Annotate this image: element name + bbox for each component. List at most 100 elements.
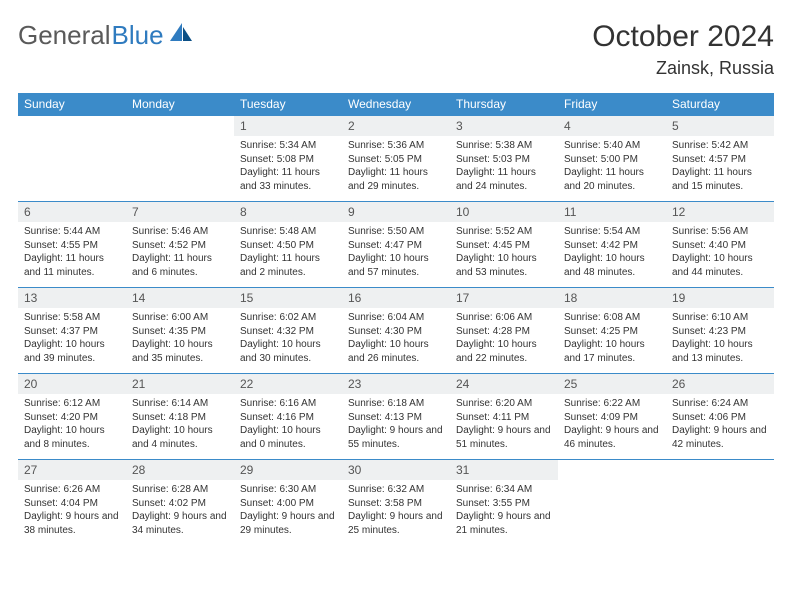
day-body: Sunrise: 5:46 AMSunset: 4:52 PMDaylight:… [126, 222, 234, 287]
sunset-line: Sunset: 4:42 PM [564, 239, 660, 253]
day-number: 29 [234, 460, 342, 480]
calendar-cell: 24Sunrise: 6:20 AMSunset: 4:11 PMDayligh… [450, 374, 558, 460]
sunrise-line: Sunrise: 6:24 AM [672, 397, 768, 411]
day-header: Saturday [666, 93, 774, 116]
day-number: 11 [558, 202, 666, 222]
calendar-week: 13Sunrise: 5:58 AMSunset: 4:37 PMDayligh… [18, 288, 774, 374]
calendar-cell: 22Sunrise: 6:16 AMSunset: 4:16 PMDayligh… [234, 374, 342, 460]
daylight-line: Daylight: 9 hours and 55 minutes. [348, 424, 444, 451]
calendar-cell: 15Sunrise: 6:02 AMSunset: 4:32 PMDayligh… [234, 288, 342, 374]
sunrise-line: Sunrise: 6:06 AM [456, 311, 552, 325]
sunset-line: Sunset: 4:47 PM [348, 239, 444, 253]
daylight-line: Daylight: 9 hours and 42 minutes. [672, 424, 768, 451]
brand-logo: GeneralBlue [18, 20, 194, 51]
sunset-line: Sunset: 5:00 PM [564, 153, 660, 167]
header: GeneralBlue October 2024 Zainsk, Russia [18, 20, 774, 79]
calendar-cell: 31Sunrise: 6:34 AMSunset: 3:55 PMDayligh… [450, 460, 558, 546]
calendar-cell [558, 460, 666, 546]
sunrise-line: Sunrise: 6:04 AM [348, 311, 444, 325]
day-number: 20 [18, 374, 126, 394]
calendar-body: 1Sunrise: 5:34 AMSunset: 5:08 PMDaylight… [18, 116, 774, 546]
day-number: 7 [126, 202, 234, 222]
calendar-cell: 4Sunrise: 5:40 AMSunset: 5:00 PMDaylight… [558, 116, 666, 202]
calendar-cell: 6Sunrise: 5:44 AMSunset: 4:55 PMDaylight… [18, 202, 126, 288]
daylight-line: Daylight: 9 hours and 25 minutes. [348, 510, 444, 537]
day-number: 31 [450, 460, 558, 480]
sunset-line: Sunset: 4:02 PM [132, 497, 228, 511]
day-number [666, 460, 774, 480]
sunset-line: Sunset: 4:23 PM [672, 325, 768, 339]
day-number: 22 [234, 374, 342, 394]
brand-part2: Blue [112, 20, 164, 51]
calendar-cell: 11Sunrise: 5:54 AMSunset: 4:42 PMDayligh… [558, 202, 666, 288]
day-number: 17 [450, 288, 558, 308]
day-number: 24 [450, 374, 558, 394]
daylight-line: Daylight: 11 hours and 24 minutes. [456, 166, 552, 193]
calendar-cell: 21Sunrise: 6:14 AMSunset: 4:18 PMDayligh… [126, 374, 234, 460]
daylight-line: Daylight: 10 hours and 22 minutes. [456, 338, 552, 365]
day-header: Monday [126, 93, 234, 116]
sunset-line: Sunset: 4:55 PM [24, 239, 120, 253]
sunset-line: Sunset: 4:37 PM [24, 325, 120, 339]
day-body [18, 136, 126, 196]
daylight-line: Daylight: 9 hours and 21 minutes. [456, 510, 552, 537]
location: Zainsk, Russia [592, 58, 774, 79]
calendar-header-row: SundayMondayTuesdayWednesdayThursdayFrid… [18, 93, 774, 116]
sunrise-line: Sunrise: 6:10 AM [672, 311, 768, 325]
day-body [666, 480, 774, 540]
sunset-line: Sunset: 5:03 PM [456, 153, 552, 167]
day-body: Sunrise: 5:58 AMSunset: 4:37 PMDaylight:… [18, 308, 126, 373]
sunset-line: Sunset: 4:40 PM [672, 239, 768, 253]
calendar-cell: 26Sunrise: 6:24 AMSunset: 4:06 PMDayligh… [666, 374, 774, 460]
sunrise-line: Sunrise: 5:48 AM [240, 225, 336, 239]
calendar-cell: 14Sunrise: 6:00 AMSunset: 4:35 PMDayligh… [126, 288, 234, 374]
sunrise-line: Sunrise: 5:34 AM [240, 139, 336, 153]
sunrise-line: Sunrise: 6:00 AM [132, 311, 228, 325]
day-number: 9 [342, 202, 450, 222]
daylight-line: Daylight: 11 hours and 2 minutes. [240, 252, 336, 279]
day-body: Sunrise: 5:52 AMSunset: 4:45 PMDaylight:… [450, 222, 558, 287]
day-body: Sunrise: 5:56 AMSunset: 4:40 PMDaylight:… [666, 222, 774, 287]
day-body: Sunrise: 6:18 AMSunset: 4:13 PMDaylight:… [342, 394, 450, 459]
day-number [558, 460, 666, 480]
sunrise-line: Sunrise: 5:50 AM [348, 225, 444, 239]
daylight-line: Daylight: 10 hours and 26 minutes. [348, 338, 444, 365]
sunrise-line: Sunrise: 6:34 AM [456, 483, 552, 497]
calendar-cell: 19Sunrise: 6:10 AMSunset: 4:23 PMDayligh… [666, 288, 774, 374]
daylight-line: Daylight: 9 hours and 34 minutes. [132, 510, 228, 537]
day-body: Sunrise: 6:26 AMSunset: 4:04 PMDaylight:… [18, 480, 126, 545]
daylight-line: Daylight: 10 hours and 39 minutes. [24, 338, 120, 365]
calendar-cell: 16Sunrise: 6:04 AMSunset: 4:30 PMDayligh… [342, 288, 450, 374]
title-block: October 2024 Zainsk, Russia [592, 20, 774, 79]
calendar-cell: 17Sunrise: 6:06 AMSunset: 4:28 PMDayligh… [450, 288, 558, 374]
calendar-cell: 29Sunrise: 6:30 AMSunset: 4:00 PMDayligh… [234, 460, 342, 546]
daylight-line: Daylight: 10 hours and 44 minutes. [672, 252, 768, 279]
calendar-cell: 5Sunrise: 5:42 AMSunset: 4:57 PMDaylight… [666, 116, 774, 202]
calendar-cell: 18Sunrise: 6:08 AMSunset: 4:25 PMDayligh… [558, 288, 666, 374]
day-body: Sunrise: 5:34 AMSunset: 5:08 PMDaylight:… [234, 136, 342, 201]
day-body: Sunrise: 6:12 AMSunset: 4:20 PMDaylight:… [18, 394, 126, 459]
daylight-line: Daylight: 9 hours and 51 minutes. [456, 424, 552, 451]
day-body [558, 480, 666, 540]
day-number: 14 [126, 288, 234, 308]
calendar-cell: 20Sunrise: 6:12 AMSunset: 4:20 PMDayligh… [18, 374, 126, 460]
day-body: Sunrise: 6:24 AMSunset: 4:06 PMDaylight:… [666, 394, 774, 459]
day-number: 21 [126, 374, 234, 394]
day-body [126, 136, 234, 196]
daylight-line: Daylight: 11 hours and 29 minutes. [348, 166, 444, 193]
day-header: Tuesday [234, 93, 342, 116]
sunrise-line: Sunrise: 6:26 AM [24, 483, 120, 497]
daylight-line: Daylight: 10 hours and 48 minutes. [564, 252, 660, 279]
day-body: Sunrise: 6:32 AMSunset: 3:58 PMDaylight:… [342, 480, 450, 545]
calendar-week: 20Sunrise: 6:12 AMSunset: 4:20 PMDayligh… [18, 374, 774, 460]
calendar-cell: 12Sunrise: 5:56 AMSunset: 4:40 PMDayligh… [666, 202, 774, 288]
day-body: Sunrise: 5:50 AMSunset: 4:47 PMDaylight:… [342, 222, 450, 287]
daylight-line: Daylight: 10 hours and 57 minutes. [348, 252, 444, 279]
sunrise-line: Sunrise: 6:14 AM [132, 397, 228, 411]
calendar-cell: 10Sunrise: 5:52 AMSunset: 4:45 PMDayligh… [450, 202, 558, 288]
sunset-line: Sunset: 4:57 PM [672, 153, 768, 167]
sunset-line: Sunset: 3:58 PM [348, 497, 444, 511]
calendar-cell [126, 116, 234, 202]
day-number: 12 [666, 202, 774, 222]
day-number: 28 [126, 460, 234, 480]
